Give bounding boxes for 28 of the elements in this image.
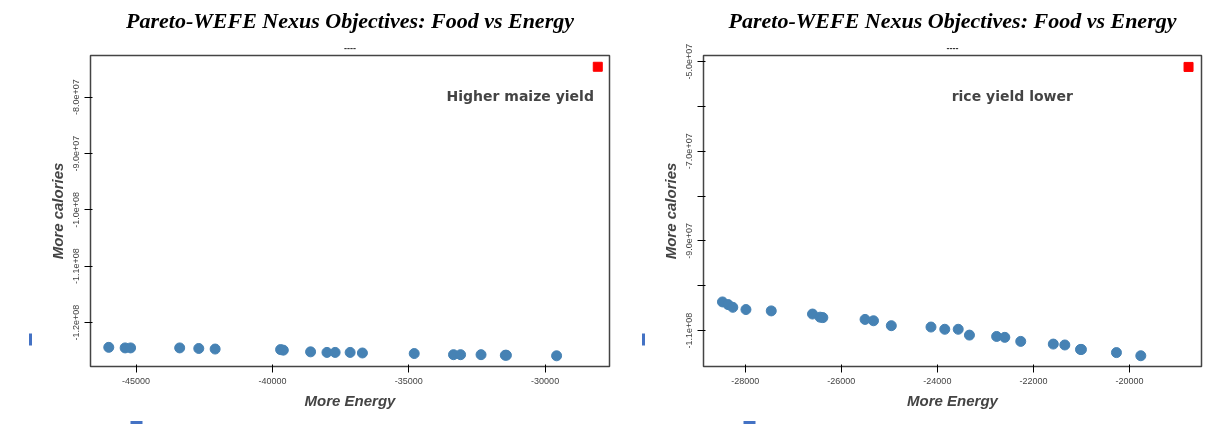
x-tick-label: -35000 [394,375,423,386]
x-axis-title: More Energy [304,391,397,409]
x-tick-label: -30000 [531,375,560,386]
annotation: Higher maize yield [446,87,594,104]
x-tick-label: -22000 [1019,375,1048,386]
annotation: rice yield lower [951,87,1073,104]
chart-subtitle: ---- [946,42,959,53]
y-axis-title: More calories [48,162,66,260]
x-tick-label: -45000 [122,375,151,386]
x-tick-label: -26000 [827,375,856,386]
y-tick-label: -9.0e+07 [684,223,695,259]
x-tick-label: -20000 [1115,375,1144,386]
x-tick-label: -40000 [258,375,287,386]
x-tick-label: -24000 [923,375,952,386]
y-tick-label: -8.0e+07 [71,79,82,116]
chart-subtitle: ---- [344,42,357,53]
y-tick-label: -1.1e+08 [71,248,82,285]
y-tick-label: -9.0e+07 [71,135,82,172]
y-tick-label: -1.1e+08 [684,312,695,349]
y-tick-label: -1.0e+08 [71,191,82,228]
y-tick-label: -5.0e+07 [684,43,695,80]
y-tick-label: -1.2e+08 [71,304,82,341]
chart-title: Pareto-WEFE Nexus Objectives: Food vs Energy [727,7,1177,33]
x-tick-label: -28000 [731,375,760,386]
y-tick-label: -7.0e+07 [684,133,695,170]
y-axis-title: More calories [661,162,679,260]
x-axis-title: More Energy [907,391,999,409]
chart-title: Pareto-WEFE Nexus Objectives: Food vs Energy [125,7,575,33]
